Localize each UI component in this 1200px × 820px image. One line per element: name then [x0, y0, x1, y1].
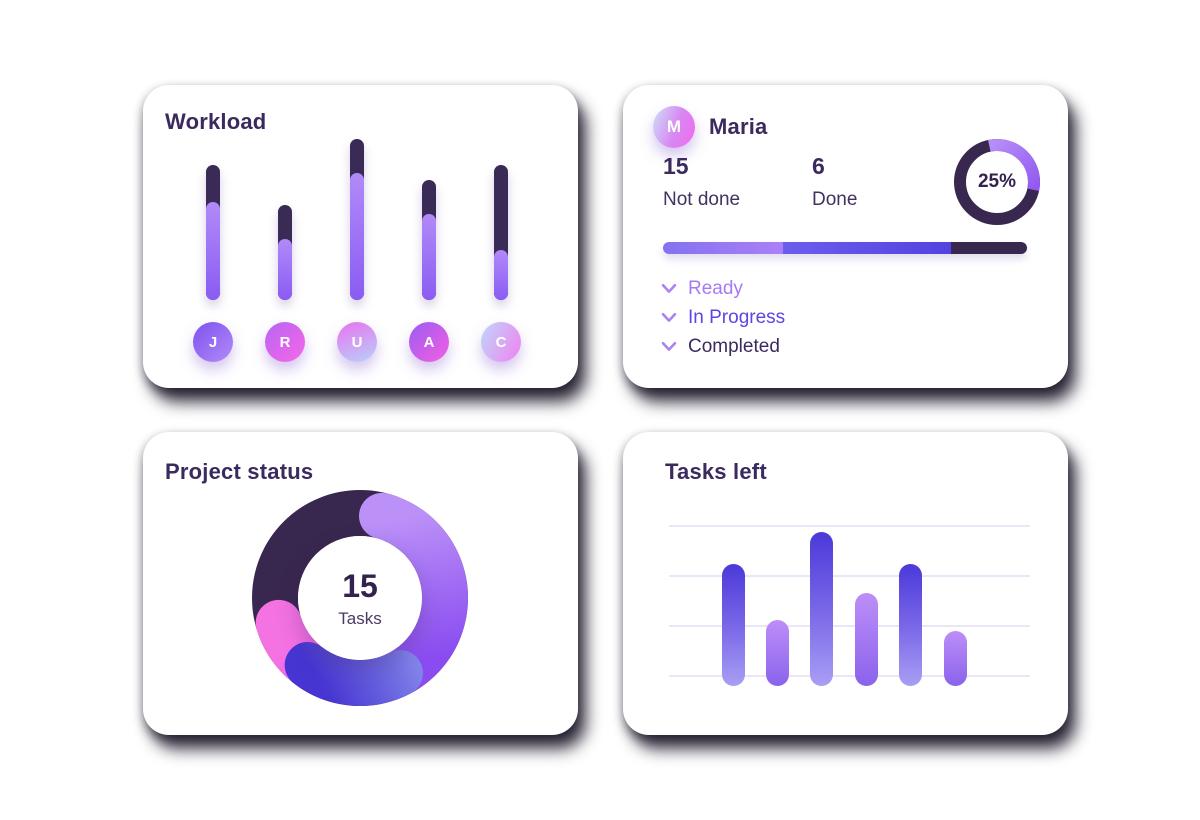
workload-column: U [337, 138, 377, 362]
project-status-card: Project status 15 Task [143, 432, 578, 735]
workload-bar [422, 180, 436, 300]
chevron-down-icon[interactable] [661, 311, 677, 324]
progress-segment-in_progress [783, 242, 951, 254]
not-done-count: 15 [663, 153, 689, 179]
progress-segment-ready [663, 242, 784, 254]
progress-ring-percent: 25% [977, 171, 1017, 192]
legend-row-completed[interactable]: Completed [661, 332, 785, 361]
workload-column: A [409, 138, 449, 362]
progress-segment-completed [950, 242, 1027, 254]
progress-ring: 25% [949, 134, 1045, 230]
member-progress-card: M Maria 15 Not done 6 Done 25% Ready In P… [623, 85, 1068, 388]
workload-bar-fill [278, 239, 292, 300]
legend-label: Ready [688, 277, 743, 299]
project-status-title: Project status [165, 459, 314, 484]
workload-bar [350, 139, 364, 300]
workload-column: C [481, 138, 521, 362]
progress-bar [663, 242, 1027, 254]
progress-ring-chart [954, 139, 1040, 225]
done-label: Done [812, 189, 858, 210]
not-done-stat: 15 Not done [663, 153, 740, 211]
tasks-left-card: Tasks left [623, 432, 1068, 735]
member-avatar: C [481, 322, 521, 362]
member-avatar: A [409, 322, 449, 362]
chevron-down-icon[interactable] [661, 282, 677, 295]
tasks-left-chart [669, 525, 1030, 686]
workload-title: Workload [165, 109, 267, 134]
workload-bar [206, 165, 220, 300]
gridline [669, 575, 1030, 577]
member-avatar: J [193, 322, 233, 362]
workload-bar [278, 205, 292, 300]
workload-column: J [193, 138, 233, 362]
gridline [669, 525, 1030, 527]
tasks-left-title: Tasks left [665, 459, 767, 484]
legend-row-ready[interactable]: Ready [661, 274, 785, 303]
workload-bar-fill [206, 202, 220, 300]
legend-row-in-progress[interactable]: In Progress [661, 303, 785, 332]
chevron-down-icon[interactable] [661, 340, 677, 353]
member-avatar: R [265, 322, 305, 362]
member-name: Maria [709, 114, 768, 139]
gridline [669, 625, 1030, 627]
tasks-left-bar [721, 564, 745, 686]
done-count: 6 [812, 153, 825, 179]
legend-label: In Progress [688, 306, 786, 328]
tasks-left-bar [765, 620, 789, 686]
member-header: M Maria [653, 106, 767, 148]
donut-chart [252, 490, 468, 706]
tasks-left-bar [943, 631, 967, 686]
done-stat: 6 Done [812, 153, 857, 211]
tasks-left-bar [810, 532, 834, 686]
gridline [669, 675, 1030, 677]
workload-column: R [265, 138, 305, 362]
status-legend: Ready In Progress Completed [661, 274, 785, 361]
workload-bar [494, 165, 508, 300]
member-avatar: M [653, 106, 695, 148]
tasks-left-bar [899, 564, 923, 686]
legend-label: Completed [688, 335, 780, 357]
tasks-left-bar [854, 593, 878, 686]
member-avatar: U [337, 322, 377, 362]
workload-bar-fill [494, 250, 508, 300]
not-done-label: Not done [663, 189, 741, 210]
workload-bar-fill [422, 214, 436, 300]
workload-bar-fill [350, 173, 364, 300]
project-status-donut: 15 Tasks [250, 488, 470, 708]
